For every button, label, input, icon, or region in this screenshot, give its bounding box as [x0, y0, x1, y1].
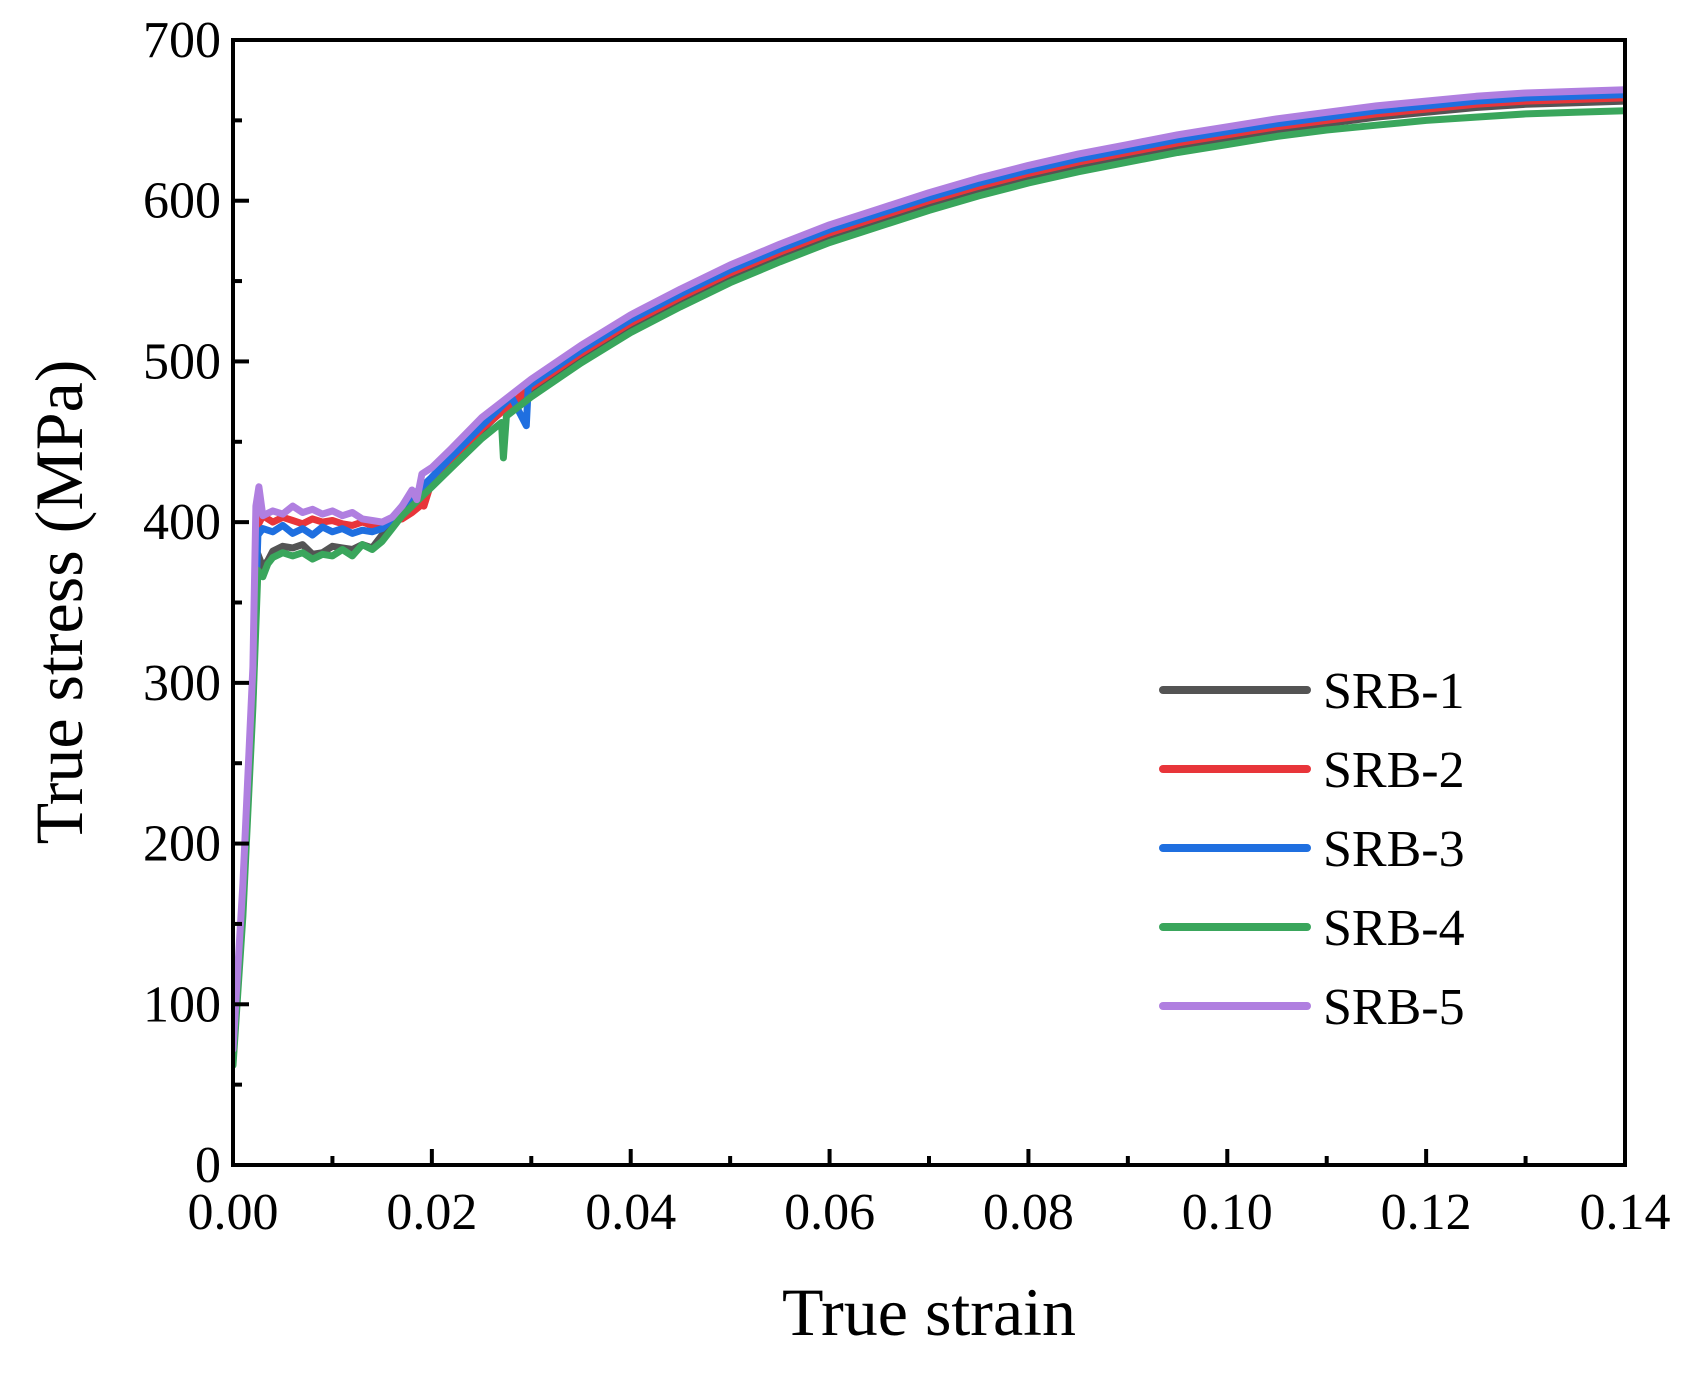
x-tick-label: 0.10	[1182, 1184, 1273, 1241]
legend-item-srb-5: SRB-5	[1159, 979, 1465, 1036]
x-axis: 0.00 0.02 0.04 0.06 0.08 0.10 0.12 0.14	[188, 1149, 1671, 1241]
y-axis: 0 100 200 300 400 500 600 700	[143, 12, 249, 1194]
legend-label: SRB-5	[1323, 979, 1465, 1036]
x-tick-label: 0.04	[585, 1184, 676, 1241]
x-tick-label: 0.08	[983, 1184, 1074, 1241]
legend-label: SRB-3	[1323, 821, 1465, 878]
legend-item-srb-1: SRB-1	[1159, 663, 1465, 720]
y-tick-label: 700	[143, 12, 221, 69]
x-tick-label: 0.14	[1580, 1184, 1671, 1241]
legend-item-srb-2: SRB-2	[1159, 742, 1465, 799]
y-tick-label: 400	[143, 494, 221, 551]
y-axis-title: True stress (MPa)	[21, 360, 97, 845]
legend-label: SRB-1	[1323, 663, 1465, 720]
legend-item-srb-4: SRB-4	[1159, 900, 1465, 957]
y-tick-label: 0	[195, 1137, 221, 1194]
series-line-srb-4	[233, 107, 1625, 1069]
legend-label: SRB-4	[1323, 900, 1465, 957]
x-tick-label: 0.12	[1381, 1184, 1472, 1241]
legend: SRB-1 SRB-2 SRB-3 SRB-4 SRB-5	[1159, 663, 1465, 1036]
series-group	[233, 86, 1625, 1069]
y-tick-label: 600	[143, 173, 221, 230]
series-line-srb-3	[233, 91, 1625, 1060]
legend-item-srb-3: SRB-3	[1159, 821, 1465, 878]
legend-label: SRB-2	[1323, 742, 1465, 799]
x-tick-label: 0.02	[386, 1184, 477, 1241]
x-axis-title: True strain	[782, 1274, 1076, 1350]
y-tick-label: 100	[143, 976, 221, 1033]
y-tick-label: 200	[143, 816, 221, 873]
y-tick-label: 500	[143, 333, 221, 390]
x-tick-label: 0.00	[188, 1184, 279, 1241]
y-tick-label: 300	[143, 655, 221, 712]
series-line-srb-5	[233, 86, 1625, 1053]
x-tick-label: 0.06	[784, 1184, 875, 1241]
